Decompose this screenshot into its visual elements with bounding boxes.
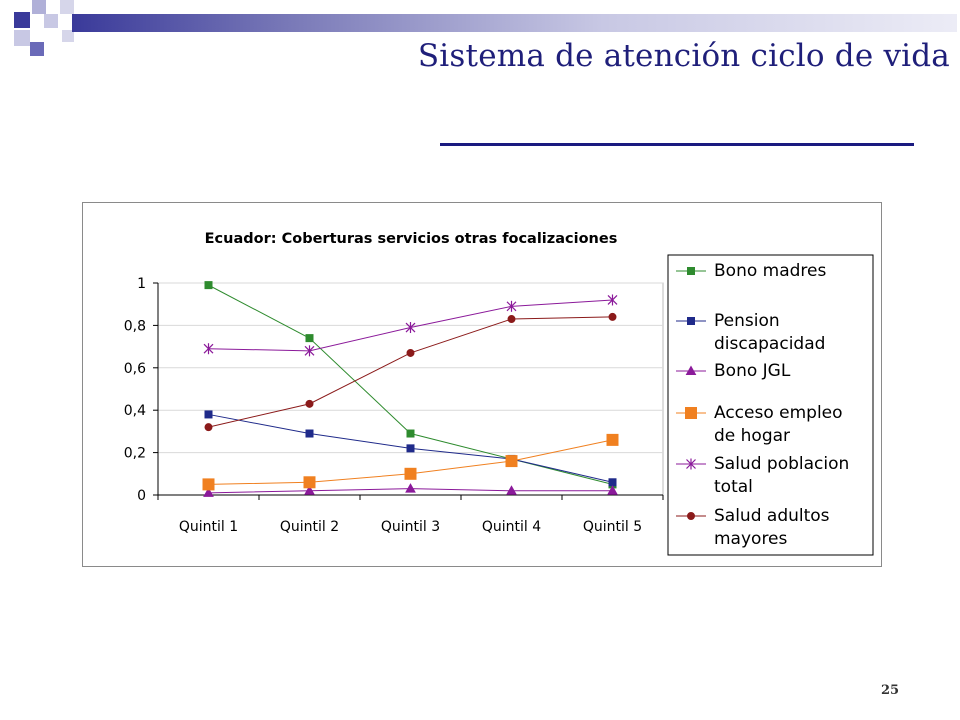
data-point <box>406 348 415 357</box>
x-tick-label: Quintil 3 <box>381 519 440 535</box>
data-point <box>304 345 315 357</box>
legend-item: Salud adultos mayores <box>676 506 830 549</box>
decorative-square-light <box>44 14 58 28</box>
legend-marker <box>687 317 695 325</box>
legend-label: total <box>714 477 753 497</box>
legend-label: discapacidad <box>714 334 825 354</box>
data-point <box>506 485 517 495</box>
series-bono-madres <box>204 281 617 489</box>
y-tick-label: 0,4 <box>124 403 146 419</box>
legend-marker <box>685 407 697 419</box>
x-tick-label: Quintil 1 <box>179 519 238 535</box>
data-point <box>305 429 314 438</box>
data-point <box>405 322 416 334</box>
y-tick-label: 0,6 <box>124 361 146 377</box>
legend-label: Bono JGL <box>714 361 791 381</box>
data-point <box>204 281 213 290</box>
x-tick-label: Quintil 4 <box>482 519 541 535</box>
plot-area: 0 0,2 0,4 0,6 0,8 1 Quintil 1 Quintil 2 Quintil … <box>124 276 664 535</box>
decorative-square-light <box>60 0 74 14</box>
decorative-square-dark <box>14 12 30 28</box>
plot-frame <box>157 282 664 496</box>
legend-label: Salud adultos <box>714 506 830 526</box>
legend-label: Pension <box>714 311 780 331</box>
data-point <box>303 476 316 489</box>
data-point <box>506 300 517 312</box>
data-point <box>405 483 416 493</box>
series-acceso-empleo-de-hogar <box>202 433 619 491</box>
legend-marker <box>686 458 696 470</box>
legend-item: Bono madres <box>676 261 826 281</box>
data-point <box>305 334 314 343</box>
legend-item: Acceso empleo de hogar <box>676 403 843 446</box>
y-tick-label: 0,2 <box>124 446 146 462</box>
line-chart: Ecuador: Coberturas servicios otras foca… <box>124 231 874 556</box>
data-point <box>608 312 617 321</box>
decorative-square-dark <box>30 42 44 56</box>
data-point <box>607 485 618 495</box>
data-point <box>606 433 619 446</box>
series-bono-jgl <box>203 483 618 497</box>
data-point <box>204 423 213 432</box>
data-point <box>203 487 214 497</box>
data-point <box>507 315 516 324</box>
x-tick-label: Quintil 2 <box>280 519 339 535</box>
legend-label: de hogar <box>714 426 790 446</box>
data-point <box>406 429 415 438</box>
legend-frame <box>667 254 874 556</box>
data-point <box>203 343 214 355</box>
x-tick-label: Quintil 5 <box>583 519 642 535</box>
data-point <box>204 410 213 419</box>
data-point <box>304 485 315 495</box>
chart-title: Ecuador: Coberturas servicios otras foca… <box>205 231 618 247</box>
legend-label: Acceso empleo <box>714 403 843 423</box>
legend-marker <box>685 365 697 375</box>
data-point <box>406 444 415 453</box>
data-point <box>607 294 618 306</box>
legend-label: mayores <box>714 529 788 549</box>
y-tick-label: 0 <box>137 488 146 504</box>
legend-marker <box>687 512 695 520</box>
y-tick-label: 1 <box>137 276 146 292</box>
data-point <box>305 399 314 408</box>
data-point <box>404 467 417 480</box>
series-salud-poblacion-total <box>203 294 618 357</box>
chart-container: Ecuador: Coberturas servicios otras foca… <box>82 202 882 567</box>
data-point <box>505 455 518 468</box>
data-point <box>202 478 215 491</box>
decorative-square-light <box>32 0 46 14</box>
title-underline <box>440 143 914 146</box>
legend-item: Salud poblacion total <box>676 454 849 497</box>
decorative-square-light <box>62 30 74 42</box>
decorative-header-bar <box>72 14 957 32</box>
legend-item: Bono JGL <box>676 361 791 381</box>
legend-marker <box>687 267 695 275</box>
legend-label: Salud poblacion <box>714 454 849 474</box>
decorative-square-light <box>14 30 30 46</box>
series-line <box>208 284 613 485</box>
data-point <box>608 478 617 487</box>
page-number: 25 <box>880 683 900 698</box>
legend: Bono madres Pension discapacidad Bono JGL Ac… <box>667 254 874 556</box>
legend-item: Pension discapacidad <box>676 311 825 354</box>
y-tick-label: 0,8 <box>124 318 146 334</box>
slide-title: Sistema de atención ciclo de vida <box>417 38 950 74</box>
legend-label: Bono madres <box>714 261 826 281</box>
series-salud-adultos-mayores <box>204 312 617 432</box>
